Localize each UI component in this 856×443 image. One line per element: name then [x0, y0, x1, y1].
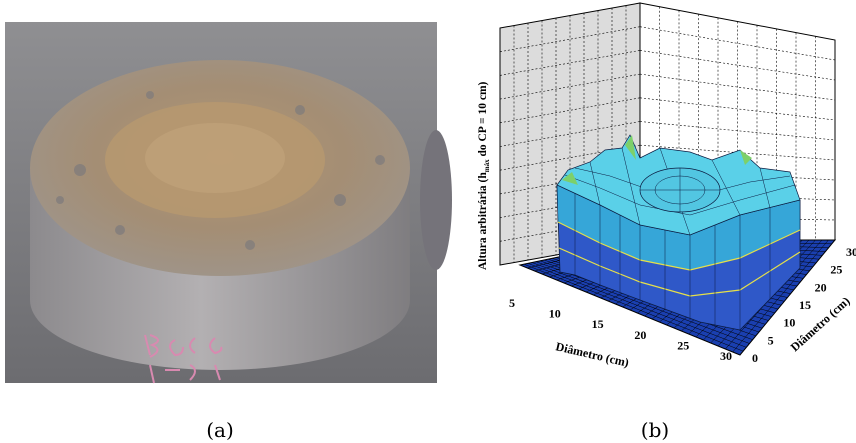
caption: (a) [206, 418, 234, 442]
z-axis-label: Altura arbitrária (hmáx do CP = 10 cm) [477, 81, 491, 270]
y-tick-label: 20 [815, 280, 827, 294]
y-axis-label: Diâmetro (cm) [788, 294, 853, 354]
y-tick-label: 30 [846, 245, 856, 259]
y-tick-label: 0 [752, 351, 758, 365]
caption: (b) [641, 418, 669, 442]
x-tick-label: 20 [634, 328, 646, 342]
x-tick-label: 25 [677, 338, 689, 352]
x-tick-label: 30 [720, 349, 732, 363]
surface-plot [500, 3, 835, 355]
photo [5, 22, 452, 383]
y-tick-label: 10 [783, 316, 795, 330]
figure: Altura arbitrária (hmáx do CP = 10 cm) D… [0, 0, 856, 443]
y-tick-label: 25 [830, 263, 842, 277]
x-tick-label: 15 [592, 317, 604, 331]
x-axis-label: Diâmetro (cm) [554, 339, 630, 369]
page: Altura arbitrária (hmáx do CP = 10 cm) D… [0, 0, 856, 443]
x-tick-label: 10 [549, 307, 561, 321]
x-tick-label: 5 [509, 296, 515, 310]
y-tick-label: 15 [799, 298, 811, 312]
y-tick-label: 5 [768, 333, 774, 347]
